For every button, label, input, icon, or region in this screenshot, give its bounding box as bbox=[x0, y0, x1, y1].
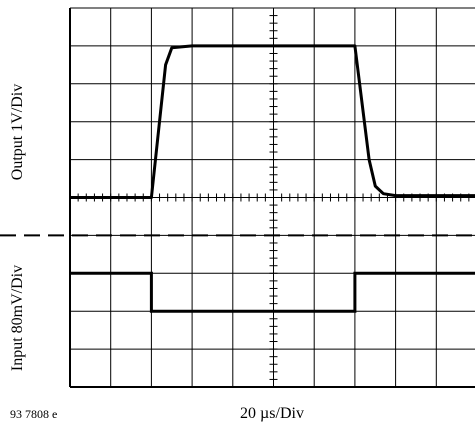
input-trace bbox=[70, 271, 475, 313]
graticule-grid bbox=[69, 7, 475, 388]
input-axis-label: Input 80mV/Div bbox=[9, 265, 26, 371]
output-axis-label: Output 1V/Div bbox=[9, 84, 26, 180]
time-axis-label: 20 µs/Div bbox=[240, 405, 304, 422]
figure-id: 93 7808 e bbox=[10, 407, 57, 421]
output-trace bbox=[70, 44, 475, 199]
